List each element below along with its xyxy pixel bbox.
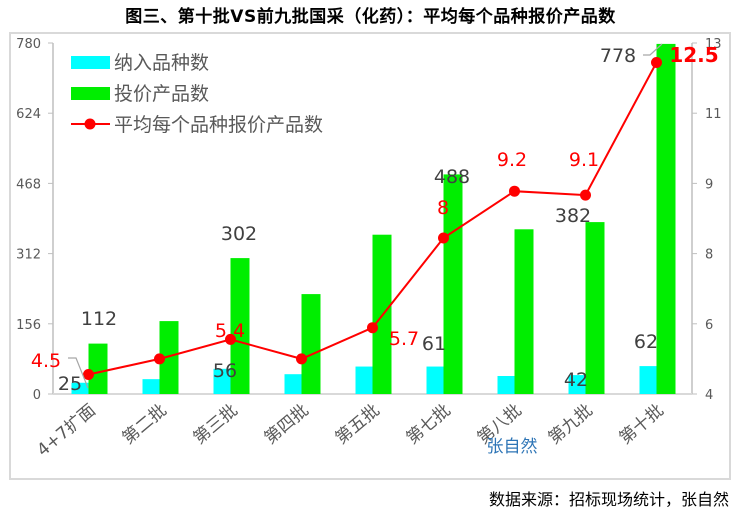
bar-bid <box>88 343 108 394</box>
bars <box>71 43 676 395</box>
chart-title: 图三、第十批VS前九批国采（化药）：平均每个品种报价产品数 <box>125 7 616 27</box>
right-axis-tick: 4 <box>705 388 713 403</box>
line-marker <box>580 189 591 201</box>
chart-frame <box>9 32 731 480</box>
line-marker <box>225 333 236 345</box>
line-marker <box>367 322 378 334</box>
left-axis-tick: 780 <box>16 37 41 52</box>
avg-label: 4.5 <box>31 350 61 372</box>
line-marker <box>509 185 520 197</box>
bar-included <box>213 368 231 394</box>
avg-label: 9.2 <box>497 149 527 171</box>
right-axis-tick: 13 <box>705 37 722 52</box>
legend-swatch <box>71 56 110 69</box>
included-label: 56 <box>213 360 237 382</box>
line-marker <box>154 353 165 365</box>
included-label: 61 <box>422 333 446 355</box>
left-axis-tick: 312 <box>16 248 41 263</box>
legend-label: 投价产品数 <box>114 83 209 105</box>
line-marker <box>296 353 307 365</box>
avg-label: 9.1 <box>569 149 599 171</box>
avg-label: 12.5 <box>669 43 718 67</box>
bar-included <box>142 379 160 394</box>
bar-included <box>71 382 89 394</box>
bar-included <box>355 366 373 394</box>
bar-included <box>426 366 444 394</box>
x-axis-label: 第十批 <box>616 401 668 449</box>
avg-label: 8 <box>437 197 449 219</box>
avg-label: 5.4 <box>215 320 245 342</box>
bar-included <box>284 374 302 394</box>
bid-label: 302 <box>221 223 257 245</box>
line-marker <box>651 57 662 68</box>
bid-label: 112 <box>81 308 117 330</box>
bar-bid <box>301 294 321 394</box>
x-axis-label: 第五批 <box>332 401 384 449</box>
x-axis-label: 第二批 <box>119 401 171 449</box>
right-axis-tick: 8 <box>705 248 713 263</box>
x-axis-label: 第九批 <box>545 401 597 449</box>
left-axis-tick: 0 <box>33 388 41 403</box>
x-axis-label: 第三批 <box>190 401 242 449</box>
line-marker <box>83 369 94 380</box>
right-axis-tick: 11 <box>705 107 722 122</box>
bar-included <box>497 376 515 394</box>
included-label: 25 <box>58 373 82 395</box>
bar-included <box>639 366 657 394</box>
bid-label: 382 <box>555 205 591 227</box>
left-axis-tick: 156 <box>16 318 41 333</box>
included-label: 42 <box>564 369 588 391</box>
left-axis-tick: 624 <box>16 107 41 122</box>
included-label: 62 <box>634 331 658 353</box>
right-axis-tick: 9 <box>705 177 713 192</box>
bar-included <box>568 375 586 394</box>
avg-label: 5.7 <box>389 328 419 350</box>
right-axis-tick: 6 <box>705 318 713 333</box>
bar-bid <box>656 43 676 395</box>
bar-bid <box>514 229 534 394</box>
watermark: 张自然 <box>487 437 538 457</box>
x-axis-label: 第七批 <box>403 401 455 449</box>
bid-label: 778 <box>600 45 636 67</box>
bar-bid <box>585 222 605 394</box>
line-series <box>83 57 662 380</box>
bar-bid <box>159 321 179 394</box>
bar-bid <box>230 258 250 394</box>
line-marker <box>438 232 449 244</box>
data-labels: 25 56 61 42 62 112 302 488 382 778 4.5 5.4 5.7 8 9.2 9.… <box>31 43 719 395</box>
left-axis-tick: 468 <box>16 177 41 192</box>
legend-label: 纳入品种数 <box>114 52 209 74</box>
x-axis-label: 第四批 <box>261 401 313 449</box>
x-axis-label: 4+7扩面 <box>33 401 99 461</box>
data-source: 数据来源：招标现场统计，张自然 <box>488 490 729 509</box>
legend-label: 平均每个品种报价产品数 <box>114 114 323 136</box>
legend-swatch <box>71 87 110 100</box>
bid-label: 488 <box>434 166 470 188</box>
